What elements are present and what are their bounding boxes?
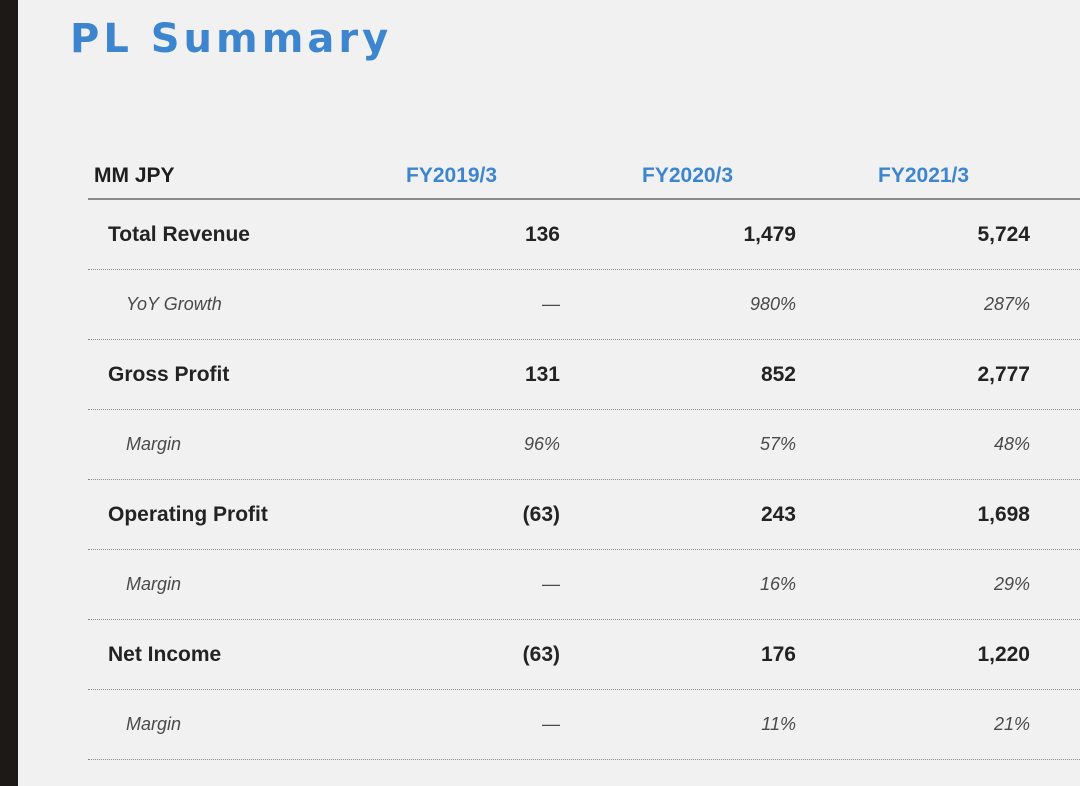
table-row-yoy-growth: YoY Growth — 980% 287% xyxy=(88,270,1080,340)
row-label: YoY Growth xyxy=(126,294,222,314)
year-header-fy2020: FY2020/3 xyxy=(642,164,734,187)
row-label: Margin xyxy=(126,574,182,594)
value-fy2019: 96% xyxy=(523,434,560,454)
value-fy2020: 16% xyxy=(759,574,796,594)
row-label: Total Revenue xyxy=(108,222,250,246)
unit-header: MM JPY xyxy=(94,164,175,187)
table-row-total-revenue: Total Revenue 136 1,479 5,724 xyxy=(88,200,1080,270)
value-fy2019: — xyxy=(542,574,560,594)
value-fy2021: 1,220 xyxy=(977,642,1030,666)
value-fy2020: 243 xyxy=(760,502,796,526)
row-label: Gross Profit xyxy=(108,362,230,386)
value-fy2019: 136 xyxy=(524,222,560,246)
left-edge-bar xyxy=(0,0,18,786)
value-fy2021: 287% xyxy=(983,294,1030,314)
row-label: Margin xyxy=(126,434,182,454)
value-fy2020: 176 xyxy=(760,642,796,666)
table-row-operating-margin: Margin — 16% 29% xyxy=(88,550,1080,620)
value-fy2020: 1,479 xyxy=(743,222,796,246)
year-header-fy2019: FY2019/3 xyxy=(406,164,498,187)
value-fy2021: 21% xyxy=(993,714,1030,734)
value-fy2020: 980% xyxy=(749,294,796,314)
table-row-gross-profit: Gross Profit 131 852 2,777 xyxy=(88,340,1080,410)
value-fy2020: 11% xyxy=(761,714,796,734)
value-fy2020: 852 xyxy=(760,362,796,386)
value-fy2021: 1,698 xyxy=(977,502,1030,526)
row-label: Operating Profit xyxy=(108,502,268,526)
value-fy2021: 5,724 xyxy=(977,222,1030,246)
value-fy2019: (63) xyxy=(522,502,560,526)
row-label: Margin xyxy=(126,714,182,734)
value-fy2019: 131 xyxy=(524,362,560,386)
row-label: Net Income xyxy=(108,642,222,666)
table-row-gross-margin: Margin 96% 57% 48% xyxy=(88,410,1080,480)
page-title: PL Summary xyxy=(70,16,393,62)
value-fy2019: — xyxy=(542,294,560,314)
pl-summary-table: MM JPY FY2019/3 FY2020/3 FY2021/3 Total … xyxy=(88,150,1080,760)
value-fy2021: 48% xyxy=(993,434,1030,454)
value-fy2020: 57% xyxy=(759,434,796,454)
value-fy2019: — xyxy=(542,714,560,734)
year-header-fy2021: FY2021/3 xyxy=(878,164,970,187)
table-row-operating-profit: Operating Profit (63) 243 1,698 xyxy=(88,480,1080,550)
table-row-net-margin: Margin — 11% 21% xyxy=(88,690,1080,760)
value-fy2021: 2,777 xyxy=(977,362,1030,386)
value-fy2021: 29% xyxy=(993,574,1030,594)
table-header-row: MM JPY FY2019/3 FY2020/3 FY2021/3 xyxy=(88,150,1080,200)
table-row-net-income: Net Income (63) 176 1,220 xyxy=(88,620,1080,690)
value-fy2019: (63) xyxy=(522,642,560,666)
